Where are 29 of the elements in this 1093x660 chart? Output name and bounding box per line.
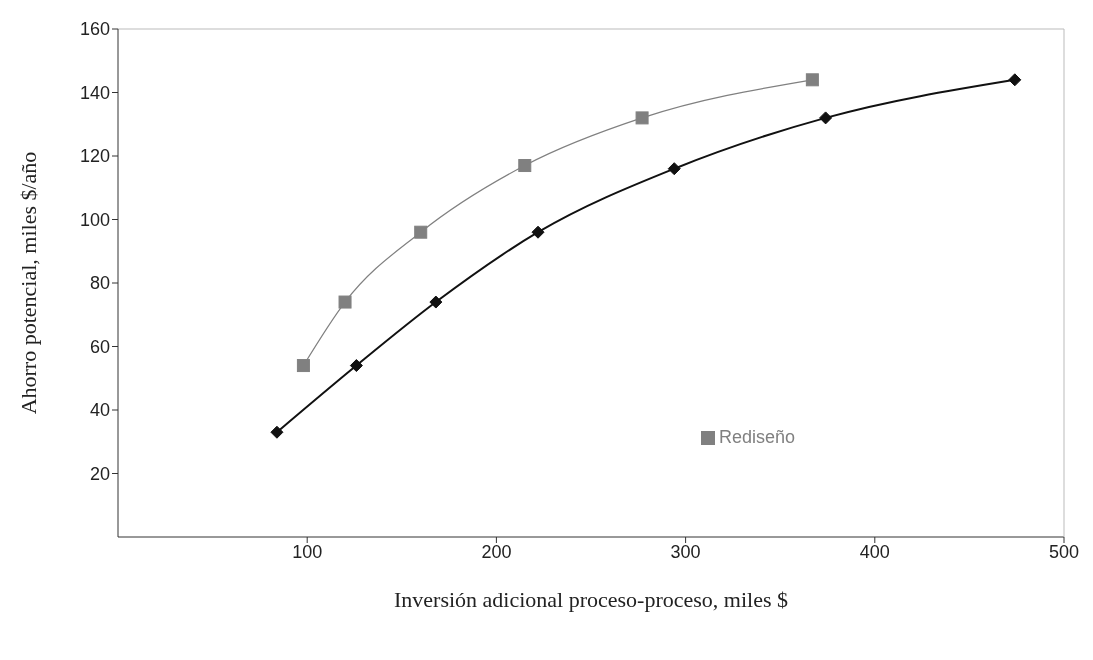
y-tick-label: 40 xyxy=(89,400,110,421)
y-axis-title: Ahorro potencial, miles $/año xyxy=(15,151,41,415)
y-tick-label: 80 xyxy=(89,273,110,294)
point xyxy=(338,295,352,309)
point xyxy=(270,425,284,439)
y-tick-label: 120 xyxy=(79,146,110,167)
point xyxy=(531,225,545,239)
y-tick-label: 140 xyxy=(79,82,110,103)
x-tick-label: 500 xyxy=(1048,541,1080,562)
point xyxy=(349,359,363,373)
y-tick-label: 60 xyxy=(89,336,110,357)
legend-label: Rediseño xyxy=(718,427,795,447)
x-tick-label: 200 xyxy=(481,541,512,562)
point xyxy=(667,162,681,176)
y-tick-label: 100 xyxy=(79,209,110,230)
y-tick-label: 20 xyxy=(89,463,110,484)
point xyxy=(296,359,310,373)
point xyxy=(819,111,833,125)
point xyxy=(414,225,428,239)
point xyxy=(1008,73,1022,87)
point xyxy=(805,73,819,87)
point xyxy=(635,111,649,125)
x-tick-label: 300 xyxy=(670,541,701,562)
x-tick-label: 400 xyxy=(859,541,890,562)
point xyxy=(429,295,443,309)
x-axis-title: Inversión adicional proceso-proceso, miles $ xyxy=(393,587,789,612)
y-tick-label: 160 xyxy=(79,19,110,40)
point xyxy=(518,159,532,173)
x-tick-label: 100 xyxy=(292,541,323,562)
